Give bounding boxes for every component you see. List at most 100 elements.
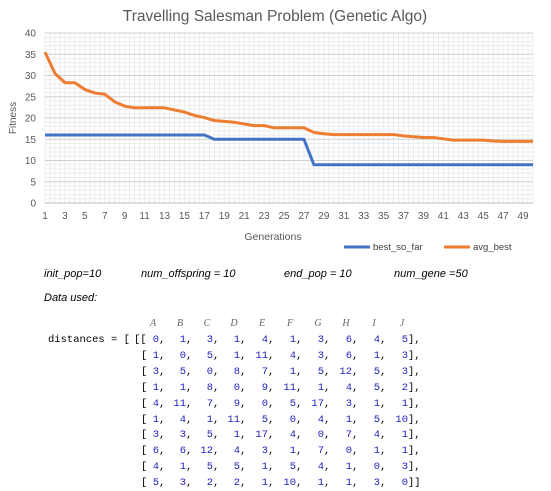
- matrix-cell: 12: [339, 365, 352, 378]
- matrix-separator: ,: [213, 334, 220, 346]
- matrix-column-header: B: [176, 318, 184, 329]
- matrix-cell: 3: [179, 429, 186, 442]
- matrix-separator: ,: [240, 381, 247, 394]
- matrix-cell: 11: [283, 381, 296, 394]
- matrix-cell: 5: [152, 477, 159, 490]
- matrix-column-header: F: [286, 318, 294, 329]
- matrix-cell: 0: [345, 445, 352, 458]
- matrix-cell: 2: [401, 381, 408, 394]
- matrix-cell: 0: [317, 429, 324, 442]
- parameters-line: init_pop=10 num_offspring = 10 end_pop =…: [0, 268, 551, 286]
- matrix-separator: ,: [159, 365, 166, 378]
- matrix-cell: 3: [317, 349, 324, 362]
- x-tick-label: 7: [102, 211, 108, 222]
- matrix-cell: 5: [206, 349, 213, 362]
- matrix-cell: 3: [152, 429, 159, 442]
- fitness-chart: Travelling Salesman Problem (Genetic Alg…: [8, 8, 534, 253]
- param-num-offspring: num_offspring = 10: [141, 268, 236, 280]
- matrix-separator: ,: [296, 397, 303, 410]
- matrix-separator: ,: [296, 477, 303, 490]
- matrix-separator: ,: [352, 365, 359, 378]
- x-tick-label: 23: [259, 211, 271, 222]
- matrix-cell: 10: [283, 477, 296, 490]
- matrix-cell: 3: [345, 397, 352, 410]
- x-tick-label: 15: [179, 211, 191, 222]
- matrix-separator: ,: [380, 445, 387, 458]
- matrix-separator: ,: [296, 445, 303, 458]
- matrix-cell: 1: [373, 349, 380, 362]
- matrix-cell: 0: [401, 477, 408, 490]
- matrix-cell: 4: [261, 334, 268, 346]
- x-tick-label: 33: [358, 211, 370, 222]
- matrix-separator: ,: [268, 397, 275, 410]
- matrix-cell: 1: [261, 477, 268, 490]
- matrix-cell: 3: [152, 365, 159, 378]
- matrix-separator: ,: [213, 349, 220, 362]
- matrix-cell: 4: [289, 349, 296, 362]
- matrix-separator: ,: [296, 429, 303, 442]
- matrix-cell: 3: [401, 461, 408, 474]
- matrix-separator: ,: [296, 413, 303, 426]
- matrix-separator: ,: [186, 365, 193, 378]
- legend-label-avg-best: avg_best: [473, 242, 512, 253]
- matrix-cell: 9: [233, 397, 240, 410]
- matrix-separator: ,: [380, 334, 387, 346]
- y-tick-label: 5: [30, 177, 36, 188]
- matrix-separator: ,: [213, 365, 220, 378]
- matrix-separator: ,: [268, 413, 275, 426]
- matrix-separator: ,: [296, 381, 303, 394]
- matrix-cell: 1: [206, 413, 213, 426]
- matrix-cell: 5: [401, 334, 408, 346]
- matrix-cell: 1: [401, 445, 408, 458]
- matrix-cell: 4: [152, 461, 159, 474]
- matrix-separator: ,: [296, 334, 303, 346]
- matrix-cell: 6: [345, 349, 352, 362]
- x-tick-label: 3: [62, 211, 68, 222]
- series-line-best-so-far: [45, 133, 533, 167]
- matrix-separator: ,: [240, 429, 247, 442]
- matrix-separator: ,: [159, 461, 166, 474]
- matrix-separator: ,: [380, 461, 387, 474]
- matrix-separator: ,: [296, 349, 303, 362]
- x-tick-label: 49: [517, 211, 529, 222]
- x-tick-label: 35: [378, 211, 390, 222]
- matrix-cell: 5: [233, 461, 240, 474]
- matrix-separator: ,: [213, 413, 220, 426]
- x-tick-label: 5: [82, 211, 88, 222]
- matrix-cell: 8: [206, 381, 213, 394]
- matrix-cell: 0: [206, 365, 213, 378]
- matrix-separator: ,: [324, 445, 331, 458]
- matrix-cell: 3: [401, 365, 408, 378]
- matrix-cell: 5: [206, 429, 213, 442]
- matrix-cell: 1: [179, 334, 186, 346]
- matrix-separator: ,: [186, 413, 193, 426]
- x-tick-label: 13: [159, 211, 171, 222]
- x-tick-label: 17: [199, 211, 211, 222]
- matrix-separator: ,: [213, 477, 220, 490]
- matrix-cell: 0: [289, 413, 296, 426]
- matrix-separator: ,: [268, 381, 275, 394]
- y-tick-label: 10: [25, 156, 37, 167]
- matrix-separator: ],: [408, 397, 421, 410]
- matrix-separator: ,: [324, 397, 331, 410]
- matrix-separator: ,: [380, 477, 387, 490]
- matrix-cell: 0: [152, 334, 159, 346]
- matrix-cell: 11: [173, 397, 186, 410]
- matrix-cell: 4: [179, 413, 186, 426]
- matrix-column-header: G: [314, 318, 322, 329]
- matrix-variable-name: distances = [: [48, 334, 130, 346]
- matrix-cell: 4: [317, 413, 324, 426]
- matrix-cell: 1: [373, 445, 380, 458]
- matrix-cell: 5: [373, 381, 380, 394]
- matrix-cell: 4: [152, 397, 159, 410]
- matrix-separator: ,: [240, 445, 247, 458]
- matrix-cell: 3: [401, 349, 408, 362]
- x-tick-label: 45: [478, 211, 490, 222]
- series-line-avg-best: [43, 51, 533, 143]
- matrix-cell: 9: [261, 381, 268, 394]
- matrix-cell: 5: [373, 413, 380, 426]
- matrix-cell: 5: [373, 365, 380, 378]
- matrix-cell: 5: [261, 413, 268, 426]
- matrix-cell: 17: [255, 429, 268, 442]
- data-used-label: Data used:: [44, 292, 98, 304]
